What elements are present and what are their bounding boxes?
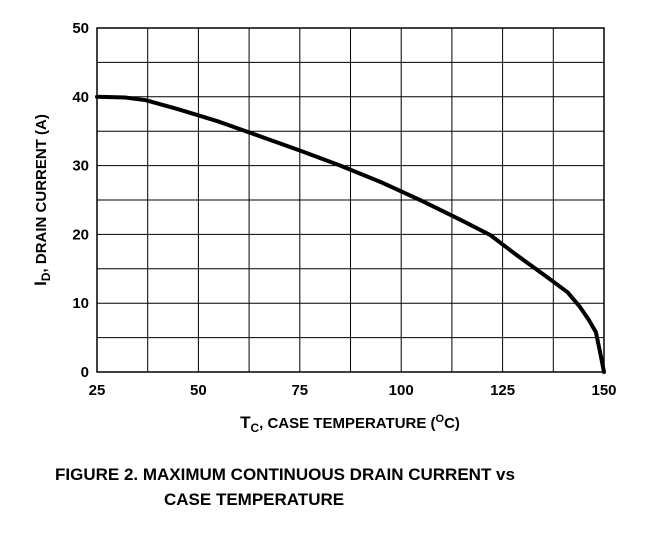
x-axis-ticks: 25 50 75 100 125 150: [89, 382, 617, 399]
y-tick-label: 10: [72, 295, 89, 312]
y-axis-symbol: I: [31, 281, 50, 286]
x-tick-label: 75: [291, 382, 308, 399]
x-tick-label: 50: [190, 382, 207, 399]
x-axis-symbol: T: [240, 413, 251, 432]
x-axis-text: , CASE TEMPERATURE (: [259, 415, 435, 432]
y-tick-label: 50: [72, 20, 89, 37]
x-tick-label: 150: [591, 382, 616, 399]
y-axis-ticks: 0 10 20 30 40 50: [72, 20, 89, 381]
x-tick-label: 25: [89, 382, 106, 399]
grid: [97, 28, 604, 372]
y-tick-label: 40: [72, 89, 89, 106]
x-axis-label: TC, CASE TEMPERATURE (OC): [240, 413, 460, 435]
x-tick-label: 100: [389, 382, 414, 399]
x-axis-superscript: O: [436, 413, 445, 425]
y-axis-label: ID, DRAIN CURRENT (A): [31, 114, 53, 286]
y-axis-subscript: D: [39, 272, 53, 281]
drain-current-curve: [95, 94, 606, 374]
y-tick-label: 30: [72, 158, 89, 175]
figure-caption-line-2: CASE TEMPERATURE: [164, 490, 345, 509]
y-tick-label: 20: [72, 226, 89, 243]
y-axis-text: , DRAIN CURRENT (A): [33, 114, 50, 272]
figure-caption-line-1: FIGURE 2. MAXIMUM CONTINUOUS DRAIN CURRE…: [55, 465, 515, 484]
y-tick-label: 0: [81, 364, 89, 381]
plot-frame: [96, 27, 605, 373]
x-tick-label: 125: [490, 382, 515, 399]
x-axis-unit: C): [444, 415, 460, 432]
x-axis-subscript: C: [250, 421, 259, 435]
